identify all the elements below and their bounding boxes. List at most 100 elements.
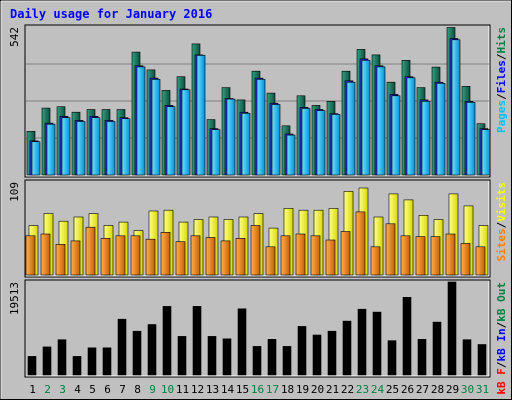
x-tick-label: 20: [311, 383, 324, 396]
bar-kb-f-14: [222, 338, 232, 376]
bar-pages-24: [376, 66, 386, 176]
x-tick-label: 4: [74, 383, 81, 396]
x-tick-label: 1: [29, 383, 36, 396]
bar-sites-10: [160, 232, 171, 276]
bar-kb-f-21: [327, 330, 337, 376]
bar-sites-16: [250, 225, 261, 276]
bar-sites-3: [55, 244, 66, 276]
panel-legend: Sites/Visits: [495, 182, 508, 262]
bar-pages-1: [31, 141, 41, 176]
panel-pages-files-hits: 542 Pages/Files/Hits: [8, 24, 508, 178]
bar-kb-f-25: [387, 340, 397, 376]
bar-pages-22: [346, 81, 356, 176]
bar-kb-f-12: [192, 306, 202, 376]
bar-sites-15: [235, 238, 246, 276]
bar-pages-30: [466, 102, 476, 176]
y-max-label: 542: [8, 27, 21, 47]
bar-kb-f-8: [132, 330, 142, 376]
chart-panels: 542Pages/Files/Hits109Sites/Visits19513k…: [8, 24, 508, 395]
bar-pages-26: [406, 77, 416, 176]
chart-title: Daily usage for January 2016: [10, 7, 212, 21]
bar-sites-27: [415, 236, 426, 276]
bar-pages-20: [316, 110, 326, 176]
bar-kb-f-7: [117, 318, 127, 376]
bar-kb-f-3: [57, 339, 67, 376]
y-max-label: 109: [8, 182, 21, 202]
series-sites: [25, 211, 486, 276]
bar-pages-2: [46, 123, 56, 176]
x-tick-label: 11: [176, 383, 189, 396]
bar-kb-f-15: [237, 308, 247, 376]
bar-kb-f-5: [87, 347, 97, 376]
bar-sites-1: [25, 235, 36, 276]
bar-sites-9: [145, 238, 156, 276]
bar-sites-29: [445, 233, 456, 276]
x-tick-label: 23: [356, 383, 369, 396]
bar-sites-17: [265, 246, 276, 276]
bar-kb-f-29: [447, 281, 457, 376]
bar-kb-f-19: [297, 326, 307, 376]
x-tick-label: 16: [251, 383, 264, 396]
x-tick-label: 6: [104, 383, 111, 396]
bar-pages-14: [226, 98, 236, 176]
bar-sites-13: [205, 237, 216, 276]
legend-kb-in: kB In: [495, 328, 508, 361]
x-tick-label: 30: [461, 383, 474, 396]
bar-kb-f-22: [342, 320, 352, 376]
bar-pages-18: [286, 134, 296, 176]
bar-sites-30: [460, 243, 471, 276]
x-tick-label: 28: [431, 383, 444, 396]
series-kb-f: [27, 281, 487, 376]
bar-kb-f-24: [372, 311, 382, 376]
bar-sites-18: [280, 235, 291, 276]
x-tick-label: 15: [236, 383, 249, 396]
bar-kb-f-27: [417, 338, 427, 376]
bar-kb-f-10: [162, 306, 172, 376]
legend-kb-f: kB F: [495, 368, 508, 395]
bar-sites-6: [100, 238, 111, 276]
bar-kb-f-11: [177, 336, 187, 376]
x-tick-label: 2: [44, 383, 51, 396]
bar-sites-25: [385, 223, 396, 276]
x-tick-label: 12: [191, 383, 204, 396]
x-axis-labels: 1 2 3 4 5 6 7 8 9 10 11 12 13 14 15 16 17 18 19 20 21 22 23 24 2…: [29, 383, 489, 396]
bar-pages-23: [361, 59, 371, 176]
bar-pages-12: [196, 55, 206, 176]
bar-sites-21: [325, 239, 336, 276]
bar-kb-f-4: [72, 356, 82, 376]
bar-pages-6: [106, 121, 116, 176]
bar-sites-31: [475, 246, 486, 276]
bar-sites-11: [175, 241, 186, 276]
bar-sites-22: [340, 231, 351, 276]
bar-kb-f-2: [42, 346, 52, 376]
legend-text: Pages/Files/Hits: [495, 27, 508, 133]
bar-kb-f-31: [477, 344, 487, 376]
x-tick-label: 24: [371, 383, 385, 396]
x-tick-label: 22: [341, 383, 354, 396]
legend-sites: Sites: [495, 228, 508, 261]
x-tick-label: 26: [401, 383, 414, 396]
bar-sites-28: [430, 236, 441, 276]
bar-sites-14: [220, 240, 231, 276]
x-tick-label: 17: [266, 383, 279, 396]
bar-kb-f-1: [27, 356, 37, 376]
bar-pages-4: [76, 121, 86, 176]
legend-separator: /: [495, 93, 508, 100]
x-tick-label: 14: [221, 383, 235, 396]
legend-visits: Visits: [495, 182, 508, 222]
x-tick-label: 27: [416, 383, 429, 396]
bar-pages-28: [436, 83, 446, 176]
panel-visits-sites: 109 Sites/Visits: [8, 179, 508, 278]
bar-sites-26: [400, 235, 411, 276]
legend-kb-out: kB Out: [495, 282, 508, 322]
legend-separator: /: [495, 321, 508, 328]
bar-sites-5: [85, 226, 96, 276]
bar-kb-f-9: [147, 324, 157, 376]
bar-pages-13: [211, 129, 221, 176]
bar-kb-f-16: [252, 346, 262, 376]
bar-sites-2: [40, 233, 51, 276]
panel-legend: kB F/kB In/kB Out: [495, 282, 508, 395]
